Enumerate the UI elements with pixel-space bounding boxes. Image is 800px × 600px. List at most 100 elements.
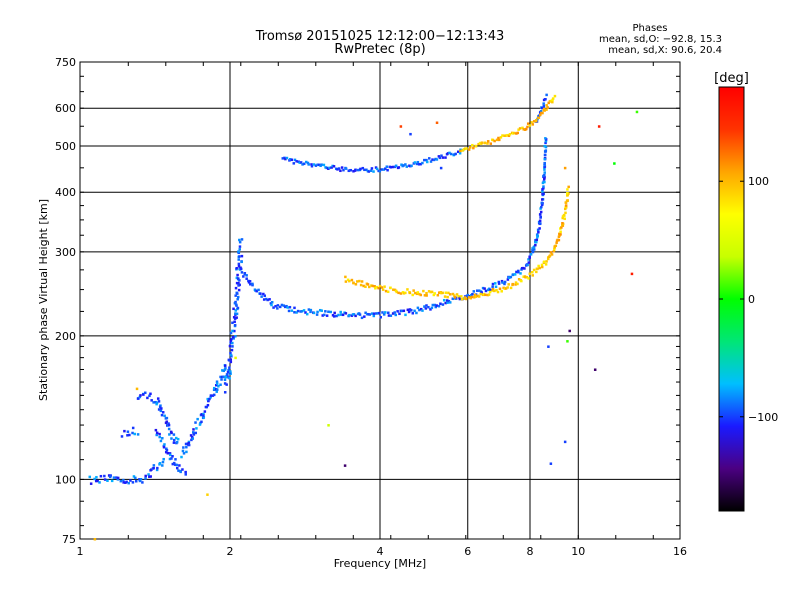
echo-point xyxy=(535,240,538,244)
echo-point xyxy=(415,311,418,315)
echo-point xyxy=(436,293,440,297)
echo-point xyxy=(333,311,336,315)
echo-point xyxy=(446,301,449,304)
echo-point xyxy=(222,375,225,378)
echo-point xyxy=(330,166,333,169)
echo-point xyxy=(382,313,386,316)
echo-point xyxy=(430,290,434,294)
echo-point xyxy=(515,132,518,135)
echo-point xyxy=(528,255,531,259)
echo-point xyxy=(288,158,292,161)
echo-point xyxy=(419,293,423,297)
echo-point xyxy=(236,277,240,280)
echo-point xyxy=(196,417,199,421)
echo-point xyxy=(235,267,238,270)
echo-point xyxy=(166,451,170,455)
echo-point xyxy=(337,313,340,317)
echo-point xyxy=(147,473,150,476)
echo-point xyxy=(435,121,439,125)
echo-point xyxy=(391,312,395,315)
echo-point xyxy=(138,395,142,399)
echo-point xyxy=(119,479,123,483)
echo-point xyxy=(400,163,403,166)
echo-point xyxy=(322,163,326,167)
echo-point xyxy=(380,168,384,171)
echo-point xyxy=(172,438,176,442)
echo-point xyxy=(520,279,523,283)
echo-point xyxy=(235,276,239,280)
echo-point xyxy=(438,291,441,294)
echo-point xyxy=(231,345,234,348)
echo-point xyxy=(215,390,218,393)
echo-point xyxy=(551,100,554,104)
echo-point xyxy=(129,479,132,482)
echo-point xyxy=(228,377,231,380)
echo-point xyxy=(206,397,209,401)
echo-point xyxy=(231,321,234,325)
echo-point xyxy=(163,443,166,446)
echo-point xyxy=(474,144,478,148)
echo-point xyxy=(168,457,172,461)
echo-point xyxy=(131,426,135,430)
echo-point xyxy=(508,133,512,136)
echo-point xyxy=(497,280,501,284)
echo-point xyxy=(372,312,376,315)
echo-point xyxy=(175,440,179,444)
echo-point xyxy=(295,311,298,314)
echo-point xyxy=(309,308,313,312)
echo-point xyxy=(550,253,554,256)
echo-point xyxy=(339,310,342,314)
echo-point xyxy=(561,224,565,227)
echo-point xyxy=(379,315,383,319)
echo-point xyxy=(336,168,339,171)
echo-point xyxy=(332,315,336,318)
echo-point xyxy=(548,254,552,257)
echo-point xyxy=(231,341,234,345)
echo-point xyxy=(568,329,571,333)
echo-point xyxy=(564,211,567,215)
echo-point xyxy=(238,283,241,287)
echo-point xyxy=(309,310,312,314)
y-tick-label: 300 xyxy=(55,246,76,259)
echo-point xyxy=(194,421,197,424)
echo-point xyxy=(561,221,564,225)
colorbar: [deg] 100 0 −100 xyxy=(714,71,778,512)
echo-point xyxy=(566,199,569,202)
echo-point xyxy=(234,312,237,315)
echo-point xyxy=(516,131,519,135)
echo-point xyxy=(170,457,173,460)
echo-point xyxy=(93,538,97,541)
echo-point xyxy=(184,473,187,476)
echo-point xyxy=(370,312,374,315)
echo-point xyxy=(531,270,534,274)
echo-point xyxy=(534,243,537,247)
echo-point xyxy=(498,287,502,291)
echo-point xyxy=(543,176,546,179)
echo-point xyxy=(486,293,490,297)
echo-point xyxy=(523,267,526,270)
echo-point xyxy=(364,311,367,315)
echo-point xyxy=(154,428,158,432)
echo-point xyxy=(532,268,536,272)
echo-point xyxy=(262,298,266,301)
echo-point xyxy=(527,277,530,280)
echo-point xyxy=(318,308,322,312)
echo-point xyxy=(316,163,319,166)
echo-point xyxy=(504,134,508,137)
echo-point xyxy=(425,291,428,295)
echo-point xyxy=(538,266,541,270)
echo-point xyxy=(233,329,236,333)
echo-point xyxy=(191,437,195,440)
echo-point xyxy=(335,314,338,318)
echo-point xyxy=(466,293,470,297)
echo-point xyxy=(475,289,479,292)
echo-point xyxy=(128,433,131,437)
echo-point xyxy=(377,286,380,290)
echo-point xyxy=(549,251,553,254)
echo-point xyxy=(544,263,548,266)
echo-point xyxy=(491,282,495,286)
echo-point xyxy=(506,278,510,281)
echo-point xyxy=(106,479,109,482)
echo-point xyxy=(245,274,248,277)
echo-point xyxy=(180,455,183,459)
